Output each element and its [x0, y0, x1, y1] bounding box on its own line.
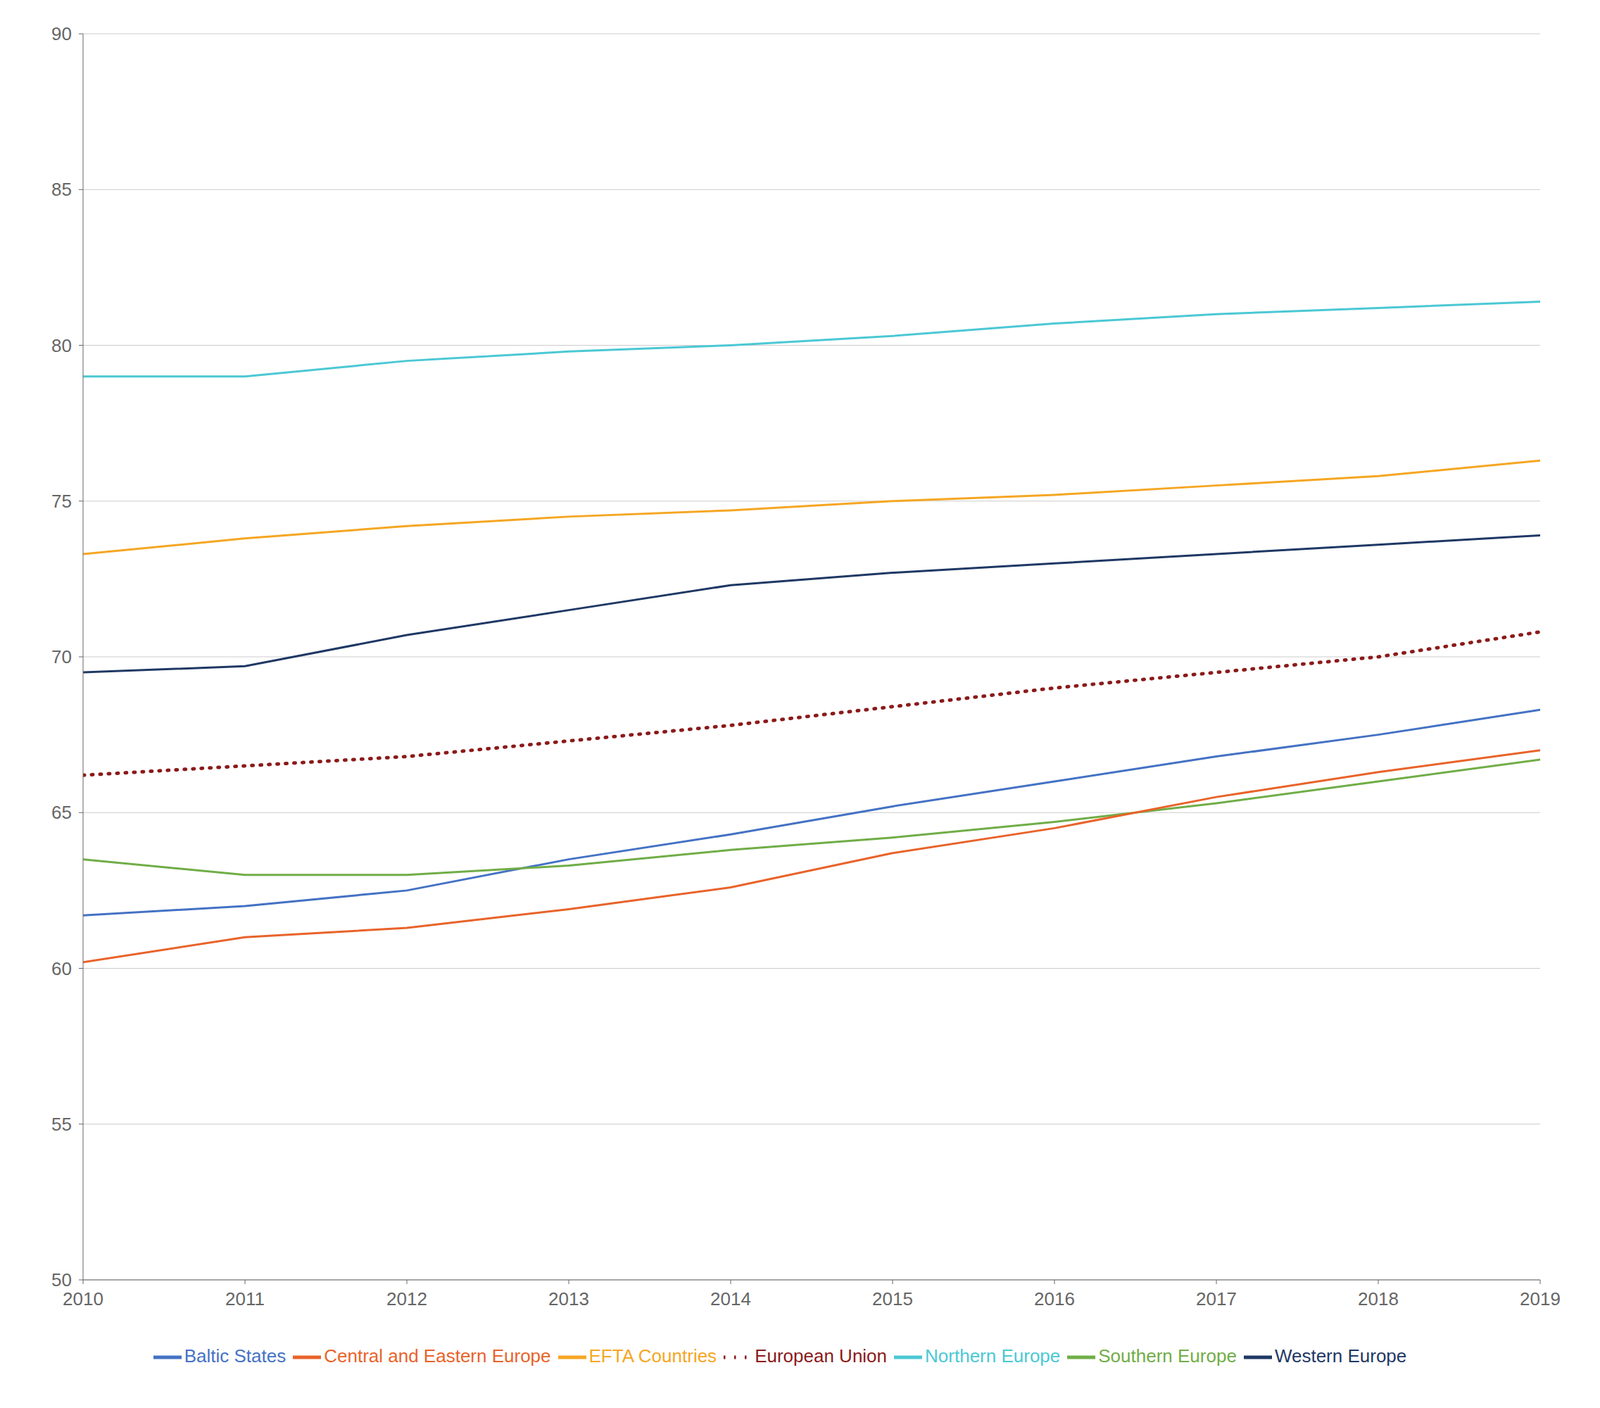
svg-text:80: 80	[51, 335, 72, 357]
html-text:Baltic States: Baltic States	[184, 1345, 286, 1367]
html-text:Central and Eastern Europe: Central and Eastern Europe	[323, 1345, 551, 1367]
svg-text:2010: 2010	[62, 1288, 104, 1310]
html-text:Southern Europe: Southern Europe	[1098, 1345, 1237, 1367]
html-text:Northern Europe: Northern Europe	[924, 1345, 1061, 1367]
svg-text:2019: 2019	[1519, 1288, 1561, 1310]
svg-text:2018: 2018	[1357, 1288, 1399, 1310]
svg-text:90: 90	[51, 23, 72, 45]
svg-text:2015: 2015	[872, 1288, 913, 1310]
svg-text:2012: 2012	[386, 1288, 428, 1310]
svg-text:2013: 2013	[548, 1288, 590, 1310]
svg-text:60: 60	[51, 958, 72, 980]
svg-text:2011: 2011	[225, 1288, 265, 1310]
svg-text:75: 75	[51, 490, 72, 512]
svg-text:2017: 2017	[1195, 1288, 1237, 1310]
html-text:Western Europe: Western Europe	[1274, 1345, 1407, 1367]
svg-text:2014: 2014	[710, 1288, 752, 1310]
svg-text:2016: 2016	[1034, 1288, 1075, 1310]
svg-text:85: 85	[51, 178, 72, 200]
svg-text:55: 55	[51, 1113, 72, 1135]
html-text:European Union: European Union	[754, 1345, 887, 1367]
svg-text:65: 65	[51, 801, 72, 823]
svg-text:70: 70	[51, 646, 72, 668]
svg-text:50: 50	[51, 1269, 72, 1291]
html-text:EFTA Countries: EFTA Countries	[588, 1345, 717, 1367]
